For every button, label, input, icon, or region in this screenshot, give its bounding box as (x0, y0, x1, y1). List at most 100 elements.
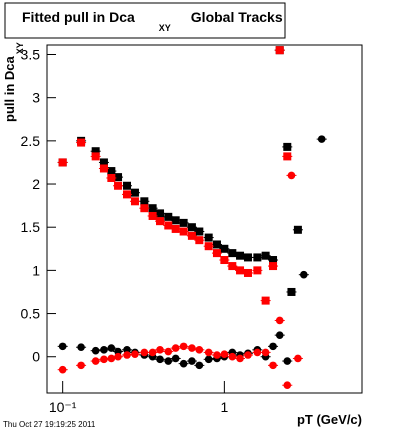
square-marker (99, 158, 108, 167)
y-tick-label: 3.5 (21, 46, 41, 62)
y-axis-label: pull in Dca XY (2, 42, 25, 122)
square-marker (130, 188, 139, 197)
circle-marker (236, 354, 244, 363)
square-marker (253, 266, 262, 275)
circle-marker (188, 357, 196, 365)
circle-marker (156, 355, 164, 364)
circle-marker (275, 331, 284, 339)
circle-marker (131, 350, 139, 358)
square-marker (269, 262, 278, 271)
square-marker (58, 158, 67, 167)
circle-marker (195, 346, 204, 354)
circle-marker (179, 359, 188, 368)
y-tick-label: 1 (32, 262, 40, 278)
circle-marker (91, 357, 100, 365)
square-marker (195, 227, 204, 236)
circle-marker (140, 348, 149, 357)
square-marker (243, 253, 252, 262)
square-marker (220, 244, 229, 253)
square-marker (228, 262, 237, 271)
x-tick-label: 1 (220, 399, 228, 415)
square-marker (269, 256, 278, 265)
square-marker (179, 218, 188, 227)
square-marker (275, 46, 284, 55)
circle-marker (156, 346, 164, 354)
circle-marker (58, 342, 67, 351)
square-marker (148, 211, 157, 220)
circle-marker (244, 351, 252, 359)
square-marker (140, 204, 149, 213)
square-marker (77, 138, 86, 147)
circle-marker (164, 357, 173, 365)
circle-marker (179, 342, 188, 351)
circle-marker (287, 171, 296, 180)
square-marker (114, 173, 123, 182)
circle-marker (77, 361, 85, 370)
square-marker (107, 167, 116, 176)
circle-marker (283, 381, 292, 390)
square-marker (123, 190, 132, 199)
square-marker (204, 233, 213, 242)
circle-marker (164, 347, 173, 356)
circle-marker (300, 270, 308, 279)
square-marker (283, 142, 292, 151)
circle-marker (195, 361, 204, 370)
circle-marker (269, 342, 277, 351)
circle-marker (269, 361, 277, 370)
circle-marker (107, 344, 116, 352)
square-marker (236, 266, 245, 275)
square-marker (164, 212, 173, 221)
square-marker (164, 221, 173, 230)
square-marker (283, 152, 292, 161)
square-marker (293, 225, 302, 234)
square-marker (236, 251, 245, 260)
square-marker (253, 253, 262, 262)
square-marker (187, 223, 196, 232)
square-marker (212, 249, 221, 258)
circle-marker (100, 346, 108, 354)
circle-marker (100, 355, 108, 364)
square-marker (156, 209, 165, 218)
circle-marker (294, 354, 302, 363)
plot-frame (46, 44, 363, 394)
square-marker (91, 147, 100, 156)
square-marker (99, 164, 108, 173)
circle-marker (77, 343, 85, 352)
circle-marker (228, 352, 237, 361)
circle-marker (107, 354, 116, 363)
x-tick-label: 10⁻¹ (49, 399, 77, 415)
square-marker (243, 268, 252, 277)
y-label-main: pull in Dca (2, 56, 17, 123)
title-subscript: XY (159, 23, 171, 33)
y-tick-label: 3 (32, 90, 40, 106)
square-marker (287, 287, 296, 296)
square-marker (140, 197, 149, 206)
circle-marker (171, 344, 180, 352)
title-main: Fitted pull in Dca (22, 9, 135, 25)
circle-marker (91, 346, 100, 355)
square-marker (123, 181, 132, 190)
square-marker (220, 256, 229, 265)
square-marker (195, 236, 204, 245)
chart-title: Fitted pull in Dca XY Global Tracks (22, 9, 283, 33)
x-axis-label: pT (GeV/c) (297, 412, 362, 427)
circle-marker (283, 357, 292, 365)
square-marker (91, 152, 100, 161)
title-box (4, 2, 286, 39)
square-marker (228, 249, 237, 258)
square-marker (179, 227, 188, 236)
timestamp: Thu Oct 27 19:19:25 2011 (3, 420, 96, 429)
y-label-subscript: XY (15, 42, 25, 54)
square-marker (261, 251, 270, 260)
circle-marker (58, 365, 67, 374)
y-tick-label: 0 (32, 349, 40, 365)
circle-marker (204, 348, 213, 357)
circle-marker (261, 348, 270, 357)
square-marker (204, 242, 213, 251)
circle-marker (317, 135, 326, 143)
y-tick-label: 0.5 (21, 306, 41, 322)
y-tick-label: 2 (32, 176, 40, 192)
circle-marker (171, 354, 180, 363)
